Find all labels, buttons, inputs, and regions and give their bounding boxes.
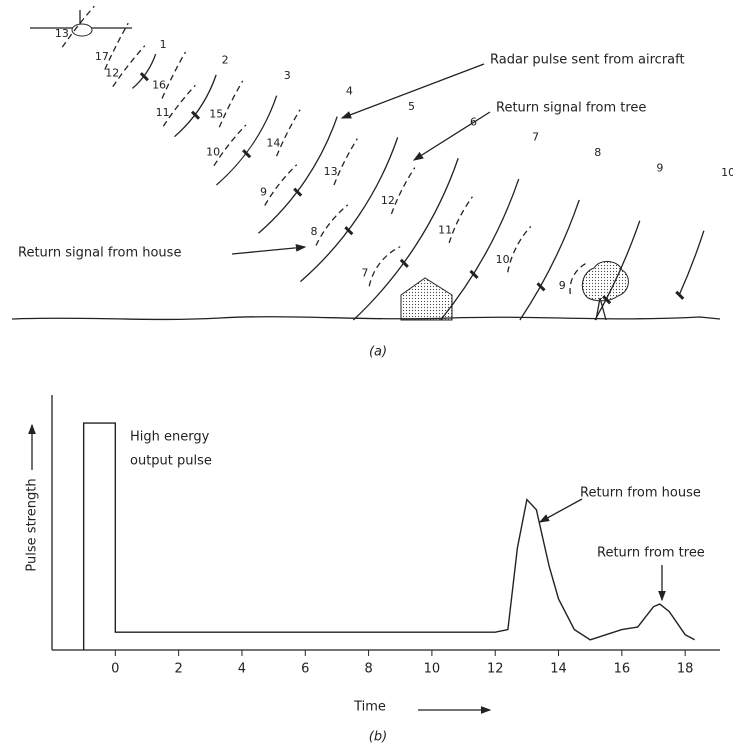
tree-return-arc: [276, 109, 301, 157]
x-tick-label: 10: [424, 662, 441, 677]
pulse-label: 6: [470, 115, 477, 128]
house-return-arc: [368, 246, 401, 287]
house-return-arc-label: 13: [55, 27, 69, 40]
pulse-arc: [132, 53, 157, 89]
pulse-label: output pulse: [130, 454, 212, 469]
x-tick-label: 16: [614, 662, 631, 677]
pulse-label: High energy: [130, 430, 210, 445]
x-tick-label: 6: [301, 662, 309, 677]
house-return-arc-label: 8: [311, 225, 318, 238]
house-return-arc: [162, 84, 196, 127]
house-return-arc: [315, 204, 349, 246]
pulse-arc: [258, 116, 338, 234]
tree-return-arc-label: 9: [559, 279, 566, 292]
pulse-label: 10: [721, 166, 733, 179]
annotation-arrow: [231, 243, 307, 255]
pulse-arrowhead: [344, 226, 354, 236]
annotation: Return from house: [580, 486, 701, 501]
x-tick-label: 8: [364, 662, 372, 677]
annotation: Return from tree: [597, 546, 705, 561]
tree-return-arc-label: 17: [95, 50, 109, 63]
tree-return-arc-label: 16: [152, 79, 166, 92]
pulse-label: 3: [284, 69, 291, 82]
pulse-arc: [594, 220, 641, 321]
tree-return-arc: [569, 263, 586, 295]
tree-annotation: Return signal from tree: [496, 101, 646, 116]
house-return-arc: [213, 124, 247, 167]
pulse-arc: [300, 137, 399, 283]
x-tick-label: 2: [174, 662, 182, 677]
pulse-arrowhead: [139, 72, 149, 82]
tree-return-arc: [448, 196, 473, 244]
x-tick-label: 14: [550, 662, 567, 677]
pulse-label: 8: [594, 146, 601, 159]
caption: (b): [369, 730, 387, 745]
tree-return-arc-label: 12: [381, 194, 395, 207]
tree-return-arc: [507, 225, 532, 273]
house-return-arc: [112, 45, 146, 88]
pulse-arrowhead: [190, 110, 201, 120]
pulse-label: 1: [160, 38, 167, 51]
ground: [11, 316, 721, 321]
pulse-label: 9: [656, 162, 663, 175]
tree-return-arc-label: 14: [266, 136, 280, 149]
tree-return-arc: [218, 80, 244, 128]
pulse-annotation: Radar pulse sent from aircraft: [490, 53, 685, 68]
house-return-arc-label: 10: [206, 146, 220, 159]
tree-return-arc: [104, 22, 129, 70]
x-tick-label: 0: [111, 662, 119, 677]
pulse-arc: [216, 95, 278, 186]
pulse-arrowhead: [675, 290, 685, 300]
house-return-arc-label: 11: [156, 106, 170, 119]
tree-return-arc-label: 15: [209, 107, 223, 120]
house-return-arc-label: 7: [361, 266, 368, 279]
pulse-arrowhead: [293, 187, 303, 197]
pulse-arc: [678, 230, 705, 296]
tree: [581, 261, 629, 321]
tree-return-arc: [390, 167, 416, 215]
annotation-arrow: [340, 63, 485, 119]
tree-return-arc: [161, 51, 187, 99]
tree-return-arc-label: 11: [438, 223, 452, 236]
pulse-arc: [519, 199, 580, 321]
pulse-arrowhead: [536, 282, 546, 292]
x-tick-label: 12: [487, 662, 504, 677]
pulse-arc: [174, 74, 217, 138]
pulse-arrowhead: [242, 149, 252, 159]
house: [400, 277, 453, 321]
pulse-label: 5: [408, 100, 415, 113]
y-axis-label: Pulse strength: [25, 478, 40, 571]
x-axis-label: Time: [353, 700, 386, 715]
pulse-arrowhead: [602, 295, 612, 305]
house-return-arc-label: 9: [260, 185, 267, 198]
caption: (a): [369, 345, 387, 360]
pulse-label: 2: [222, 53, 229, 66]
house-return-arc-label: 12: [105, 66, 119, 79]
tree-return-arc-label: 10: [496, 253, 510, 266]
pulse-arrowhead: [469, 269, 479, 279]
signal-line: [82, 422, 696, 650]
house-return-arc: [264, 164, 298, 206]
house-return-arc: [61, 5, 95, 48]
x-tick-label: 4: [238, 662, 246, 677]
tree-return-arc: [333, 138, 358, 186]
pulse-arc: [352, 158, 459, 321]
x-tick-label: 18: [677, 662, 694, 677]
pulse-label: 4: [346, 84, 353, 97]
house-annotation: Return signal from house: [18, 246, 181, 261]
annotation-arrow: [412, 111, 491, 161]
annotation-arrow: [538, 498, 583, 523]
tree-return-arc-label: 13: [324, 165, 338, 178]
pulse-arc: [440, 178, 520, 321]
pulse-label: 7: [532, 131, 539, 144]
pulse-arrowhead: [399, 258, 409, 268]
